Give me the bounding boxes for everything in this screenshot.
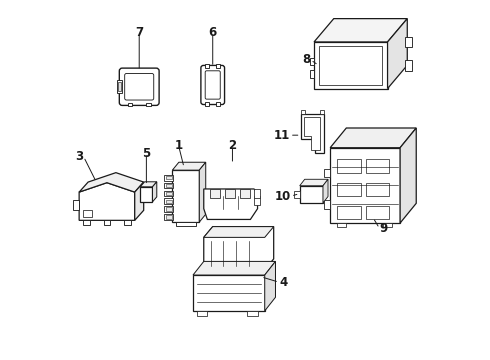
Bar <box>310 58 314 65</box>
Polygon shape <box>79 183 135 220</box>
Polygon shape <box>135 182 144 220</box>
Bar <box>165 183 173 188</box>
Text: 2: 2 <box>228 139 237 152</box>
Polygon shape <box>83 210 92 217</box>
Polygon shape <box>79 173 144 192</box>
Bar <box>240 189 250 198</box>
Polygon shape <box>73 200 79 211</box>
Bar <box>196 311 207 316</box>
Bar <box>172 170 199 222</box>
Polygon shape <box>304 117 320 149</box>
Polygon shape <box>319 45 382 85</box>
Polygon shape <box>204 226 274 237</box>
Bar <box>140 187 152 202</box>
Bar <box>337 159 361 173</box>
Bar <box>146 103 151 107</box>
Bar <box>319 110 324 114</box>
Bar <box>337 183 361 196</box>
Text: 5: 5 <box>142 147 150 159</box>
Text: 7: 7 <box>135 27 143 40</box>
Polygon shape <box>140 182 157 187</box>
Polygon shape <box>314 19 407 42</box>
Bar <box>366 206 390 220</box>
Text: 8: 8 <box>302 53 311 66</box>
FancyBboxPatch shape <box>201 66 224 104</box>
Bar <box>216 64 220 68</box>
Bar <box>406 60 412 71</box>
Text: 3: 3 <box>75 150 84 163</box>
Bar <box>205 64 210 68</box>
Text: 4: 4 <box>279 276 287 289</box>
Bar <box>83 220 90 225</box>
Bar <box>247 311 258 316</box>
Bar <box>124 220 131 225</box>
Bar <box>176 222 196 226</box>
Text: 11: 11 <box>273 129 290 142</box>
Text: 1: 1 <box>174 139 183 152</box>
Bar <box>166 199 172 203</box>
Bar <box>166 176 172 180</box>
Text: 10: 10 <box>275 190 291 203</box>
Polygon shape <box>204 226 274 270</box>
Bar <box>166 184 172 187</box>
Bar <box>210 189 221 198</box>
Bar <box>165 214 173 220</box>
Bar <box>254 189 260 198</box>
Bar <box>225 189 235 198</box>
Polygon shape <box>172 162 206 170</box>
Text: 6: 6 <box>209 27 217 40</box>
Bar <box>366 183 390 196</box>
Polygon shape <box>199 162 206 222</box>
Bar <box>165 175 173 180</box>
Bar <box>211 270 218 274</box>
Bar <box>165 190 173 196</box>
Polygon shape <box>152 182 157 202</box>
Text: 9: 9 <box>379 222 388 235</box>
Polygon shape <box>204 189 258 220</box>
Bar <box>383 223 392 227</box>
Bar <box>300 110 305 114</box>
Bar <box>216 102 220 106</box>
Bar <box>166 192 172 195</box>
Bar <box>166 215 172 219</box>
Bar <box>165 198 173 204</box>
Bar <box>337 206 361 220</box>
Polygon shape <box>314 42 388 89</box>
Bar <box>117 80 122 93</box>
FancyBboxPatch shape <box>124 73 154 100</box>
Bar <box>254 196 260 205</box>
Polygon shape <box>388 19 407 89</box>
Polygon shape <box>300 179 328 186</box>
Polygon shape <box>400 128 416 223</box>
Bar <box>166 207 172 211</box>
Polygon shape <box>193 275 265 311</box>
Bar <box>127 103 132 107</box>
Bar <box>337 223 346 227</box>
Bar <box>300 186 323 203</box>
Bar <box>366 159 390 173</box>
Bar <box>205 102 210 106</box>
Bar <box>294 191 300 198</box>
Bar <box>330 148 400 223</box>
FancyBboxPatch shape <box>119 68 159 105</box>
Polygon shape <box>330 128 416 148</box>
Bar <box>165 206 173 212</box>
Bar <box>406 37 412 47</box>
Polygon shape <box>300 114 324 153</box>
Polygon shape <box>323 179 328 203</box>
Bar <box>310 70 314 78</box>
Bar <box>249 270 257 274</box>
Bar <box>104 220 110 225</box>
Polygon shape <box>193 261 275 275</box>
Bar <box>118 82 122 91</box>
Bar <box>324 200 330 208</box>
Bar <box>324 168 330 177</box>
FancyBboxPatch shape <box>205 71 221 99</box>
Polygon shape <box>265 261 275 311</box>
